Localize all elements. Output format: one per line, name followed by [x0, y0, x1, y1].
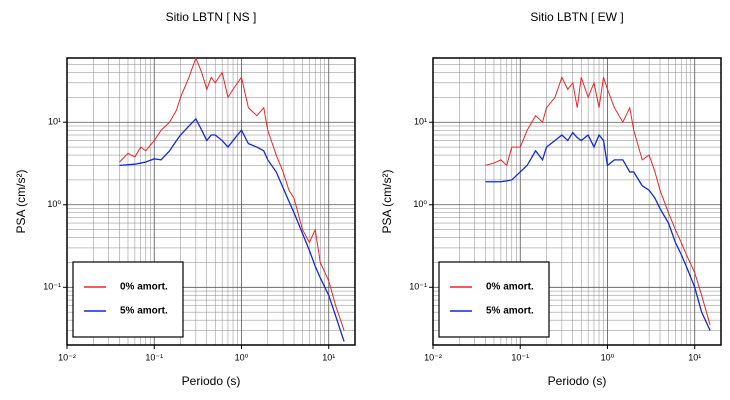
y-tick-label: 10¹: [48, 117, 61, 127]
legend-label: 5% amort.: [120, 306, 168, 317]
y-tick-label: 10⁰: [47, 199, 61, 209]
x-tick-label: 10¹: [688, 352, 701, 362]
x-axis-label: Periodo (s): [548, 374, 607, 388]
y-tick-label: 10⁻¹: [409, 282, 427, 292]
x-tick-label: 10⁰: [235, 352, 249, 362]
y-tick-label: 10⁰: [413, 199, 427, 209]
x-tick-label: 10¹: [322, 352, 335, 362]
x-tick-label: 10⁻²: [58, 352, 76, 362]
x-axis-label: Periodo (s): [182, 374, 241, 388]
x-tick-label: 10⁻¹: [511, 352, 529, 362]
y-tick-label: 10¹: [414, 117, 427, 127]
plot-frame: [66, 57, 356, 346]
legend-label: 0% amort.: [486, 282, 534, 293]
chart-title: Sitio LBTN [ EW ]: [530, 10, 623, 24]
series-line: [119, 117, 345, 342]
y-tick-label: 10⁻¹: [43, 282, 61, 292]
y-axis-label: PSA (cm/s²): [14, 169, 28, 233]
legend-box: [72, 261, 184, 338]
series-line: [119, 56, 345, 331]
x-tick-label: 10⁻²: [424, 352, 442, 362]
x-tick-label: 10⁻¹: [145, 352, 163, 362]
x-tick-label: 10⁰: [601, 352, 615, 362]
series-line: [485, 76, 711, 326]
legend-box: [438, 261, 550, 338]
chart-title: Sitio LBTN [ NS ]: [166, 10, 257, 24]
legend-label: 5% amort.: [486, 306, 534, 317]
y-axis-label: PSA (cm/s²): [380, 169, 394, 233]
series-line: [485, 131, 711, 331]
plot-frame: [432, 57, 722, 346]
legend-label: 0% amort.: [120, 282, 168, 293]
